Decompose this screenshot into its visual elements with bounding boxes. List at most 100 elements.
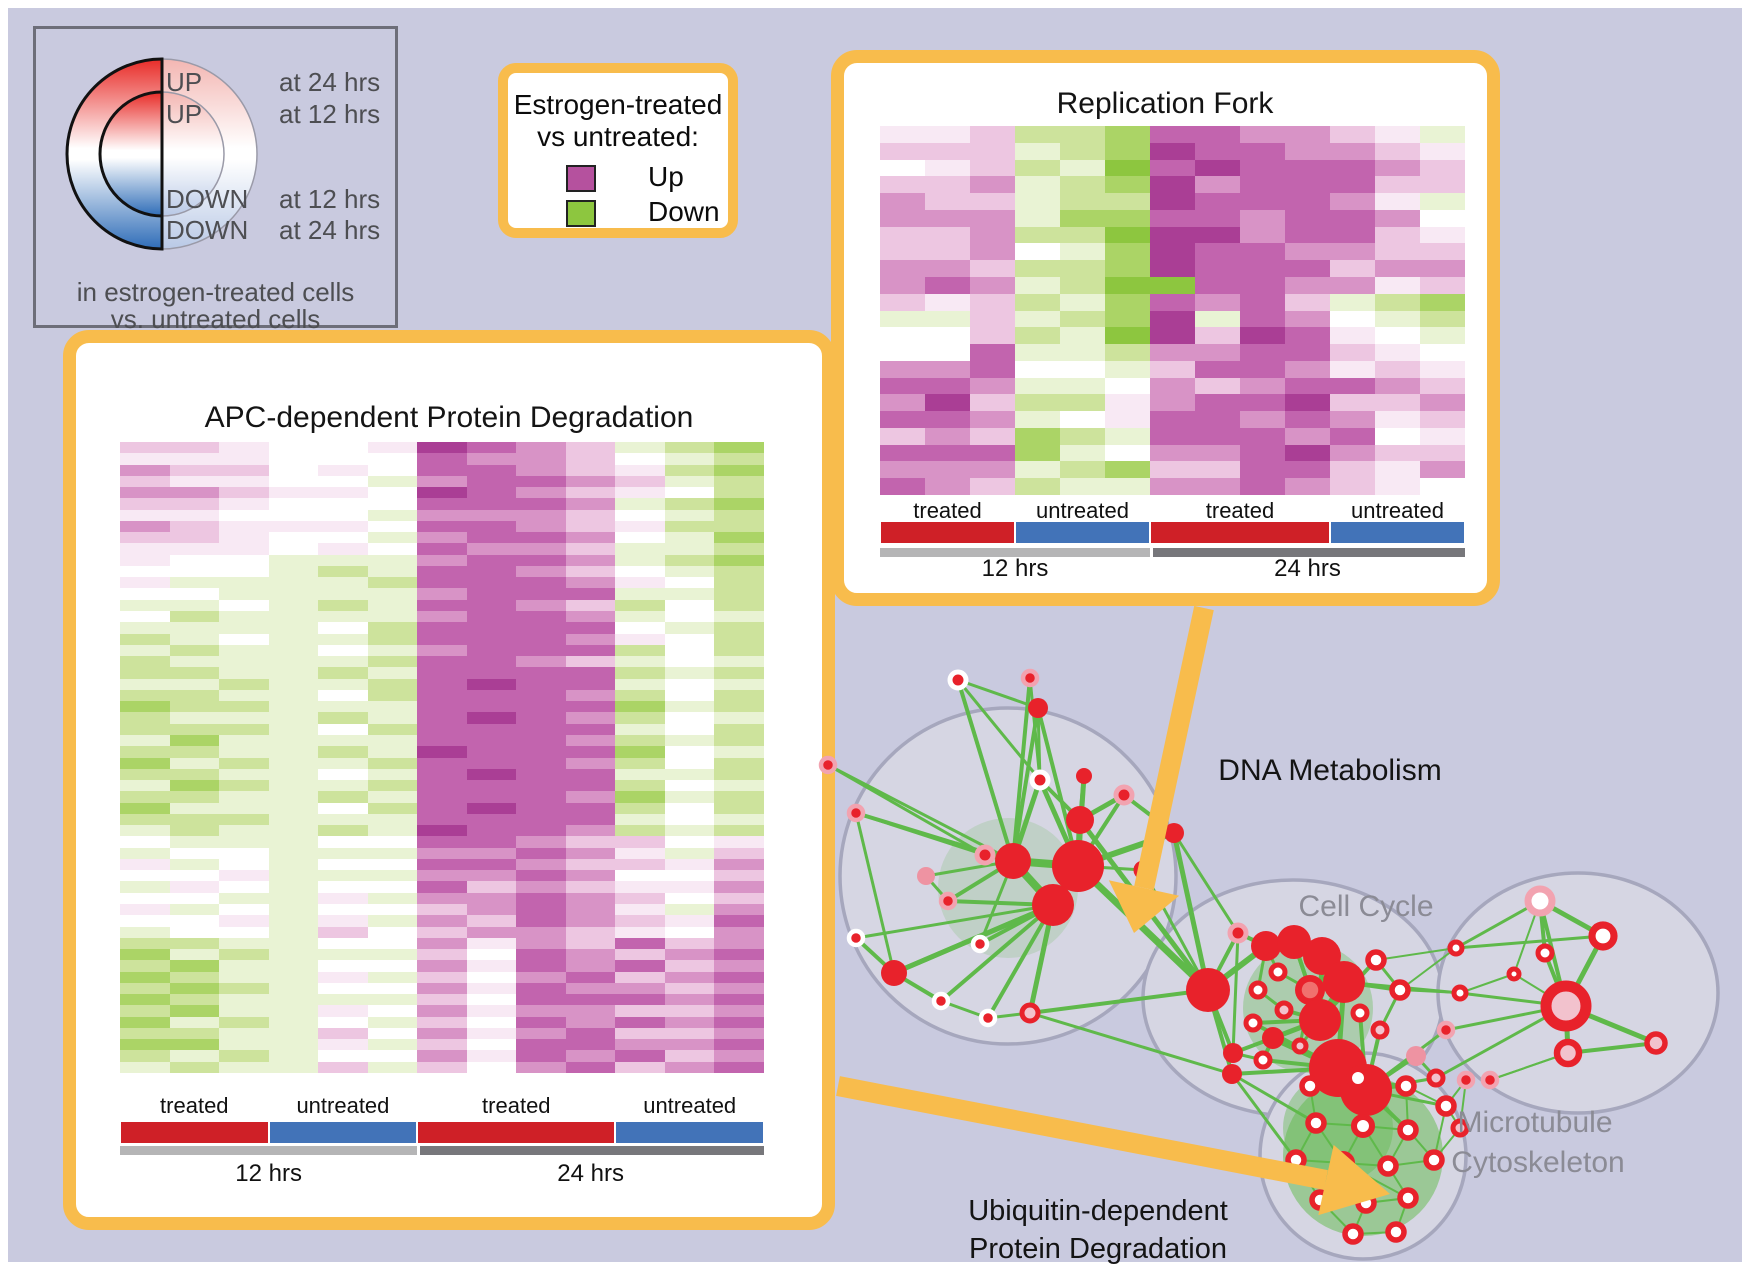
heatmap-cell bbox=[970, 276, 1015, 294]
heatmap-cell bbox=[120, 1050, 170, 1062]
heatmap-cell bbox=[268, 622, 319, 634]
heatmap-cell bbox=[615, 599, 665, 612]
network-edge bbox=[1011, 677, 1032, 862]
heatmap-cell bbox=[615, 825, 665, 837]
heatmap-cell bbox=[466, 903, 517, 916]
heatmap-cell bbox=[120, 892, 170, 904]
heatmap-cell bbox=[1240, 293, 1285, 311]
heatmap-cell bbox=[367, 915, 418, 927]
heatmap-cell bbox=[516, 1061, 566, 1073]
heatmap-cell bbox=[367, 926, 418, 938]
heatmap-cell bbox=[1060, 427, 1105, 445]
heatmap-cell bbox=[318, 1027, 368, 1040]
heatmap-cell bbox=[466, 1016, 517, 1028]
heatmap-cell bbox=[1015, 209, 1060, 227]
network-node bbox=[1644, 1031, 1668, 1055]
heatmap-cell bbox=[120, 509, 170, 521]
heatmap-cell bbox=[417, 498, 467, 510]
heatmap-cell bbox=[565, 1061, 616, 1073]
heatmap-cell bbox=[169, 464, 220, 476]
heatmap-cell bbox=[714, 780, 764, 792]
heatmap-cell bbox=[516, 960, 566, 972]
heatmap-cell bbox=[466, 633, 517, 645]
heatmap-cell bbox=[1240, 427, 1285, 445]
color-legend-title-1: Estrogen-treated bbox=[513, 89, 723, 120]
heatmap-cell bbox=[1285, 327, 1330, 345]
heatmap-cell bbox=[120, 464, 170, 476]
heatmap-cell bbox=[219, 836, 269, 848]
heatmap-cell bbox=[367, 611, 418, 623]
heatmap-cell bbox=[880, 310, 925, 328]
heatmap-cell bbox=[367, 622, 418, 634]
heatmap-cell bbox=[367, 757, 418, 769]
heatmap-cell bbox=[970, 478, 1015, 495]
heatmap-cell bbox=[925, 260, 970, 277]
heatmap-cell bbox=[880, 327, 925, 345]
heatmap-cell bbox=[417, 1039, 467, 1051]
heatmap-cell bbox=[565, 644, 616, 657]
heatmap-cell bbox=[516, 577, 566, 589]
heatmap-cell bbox=[169, 960, 220, 972]
heatmap-cell bbox=[1015, 394, 1060, 412]
up-label: Up bbox=[648, 161, 684, 192]
heatmap-cell bbox=[664, 768, 715, 781]
heatmap-cell bbox=[1330, 276, 1375, 294]
heatmap-cell bbox=[925, 478, 970, 495]
heatmap-cell bbox=[714, 825, 764, 837]
heatmap-cell bbox=[120, 1016, 170, 1028]
heatmap-cell bbox=[417, 802, 467, 814]
heatmap-cell bbox=[120, 712, 170, 724]
node-glyph-legend: UP at 24 hrs UP at 12 hrs DOWN at 12 hrs… bbox=[33, 26, 398, 334]
heatmap-cell bbox=[516, 509, 566, 521]
heatmap-cell bbox=[1015, 427, 1060, 445]
network-edge bbox=[855, 903, 1054, 940]
heatmap-cell bbox=[970, 344, 1015, 361]
heatmap-cell bbox=[268, 712, 319, 724]
heatmap-cell bbox=[565, 498, 616, 510]
heatmap-cell bbox=[1015, 193, 1060, 210]
heatmap-cell bbox=[219, 870, 269, 882]
heatmap-cell bbox=[880, 159, 925, 177]
heatmap-cell bbox=[219, 937, 269, 950]
condition-bar-treated bbox=[1151, 522, 1329, 543]
heatmap-cell bbox=[318, 644, 368, 657]
heatmap-cell bbox=[1420, 193, 1465, 210]
heatmap-cell bbox=[367, 633, 418, 645]
heatmap-cell bbox=[466, 689, 517, 702]
heatmap-cell bbox=[714, 1061, 764, 1073]
network-node bbox=[1395, 1075, 1417, 1097]
heatmap-cell bbox=[615, 1027, 665, 1040]
heatmap-cell bbox=[120, 554, 170, 566]
heatmap-cell bbox=[1420, 293, 1465, 311]
heatmap-cell bbox=[615, 1005, 665, 1017]
heatmap-cell bbox=[1375, 193, 1420, 210]
heatmap-cell bbox=[970, 260, 1015, 277]
heatmap-cell bbox=[367, 780, 418, 792]
heatmap-cell bbox=[714, 1027, 764, 1040]
heatmap-cell bbox=[615, 780, 665, 792]
heatmap-cell bbox=[120, 487, 170, 499]
heatmap-cell bbox=[1060, 226, 1105, 244]
heatmap-cell bbox=[219, 802, 269, 814]
heatmap-cell bbox=[1375, 310, 1420, 328]
heatmap-cell bbox=[466, 543, 517, 555]
color-legend-title-2: vs untreated: bbox=[537, 121, 699, 152]
heatmap-cell bbox=[367, 565, 418, 578]
heatmap-cell bbox=[1285, 461, 1330, 479]
heatmap-cell bbox=[367, 577, 418, 589]
heatmap-cell bbox=[169, 509, 220, 521]
heatmap-cell bbox=[219, 847, 269, 859]
heatmap-cell bbox=[367, 960, 418, 972]
glyph-inner-half bbox=[98, 90, 164, 218]
heatmap-cell bbox=[615, 881, 665, 893]
network-node bbox=[1253, 1050, 1273, 1070]
heatmap-cell bbox=[219, 825, 269, 837]
heatmap-cell bbox=[318, 622, 368, 634]
heatmap-cell bbox=[367, 1050, 418, 1062]
time-label-24hrs: 24 hrs bbox=[557, 1160, 624, 1187]
heatmap-cell bbox=[367, 689, 418, 702]
heatmap-cell bbox=[615, 960, 665, 972]
heatmap-cell bbox=[615, 903, 665, 916]
heatmap-cell bbox=[120, 453, 170, 465]
heatmap-cell bbox=[268, 701, 319, 713]
